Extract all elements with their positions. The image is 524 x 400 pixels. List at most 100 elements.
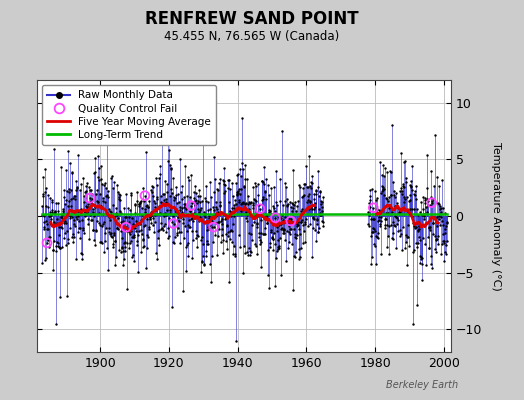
Point	[46, 195, 54, 201]
Point	[369, 204, 378, 211]
Point	[397, 150, 405, 156]
Point	[265, 209, 273, 216]
Point	[179, 235, 188, 242]
Point	[274, 237, 282, 243]
Point	[148, 212, 157, 218]
Point	[403, 234, 411, 240]
Point	[426, 224, 434, 230]
Point	[54, 244, 63, 251]
Point	[145, 197, 153, 204]
Point	[155, 175, 163, 182]
Point	[276, 176, 285, 182]
Point	[316, 188, 324, 195]
Point	[228, 180, 237, 187]
Point	[110, 232, 118, 238]
Point	[56, 244, 64, 251]
Point	[372, 233, 380, 240]
Point	[185, 208, 194, 214]
Point	[163, 181, 171, 187]
Point	[194, 233, 202, 240]
Point	[413, 244, 421, 250]
Point	[254, 213, 263, 219]
Point	[58, 215, 67, 222]
Point	[174, 199, 183, 206]
Point	[388, 209, 396, 216]
Point	[238, 200, 246, 206]
Point	[181, 268, 190, 274]
Point	[79, 175, 87, 181]
Point	[256, 217, 265, 224]
Point	[384, 232, 392, 239]
Point	[74, 208, 83, 214]
Point	[288, 200, 297, 206]
Point	[128, 234, 136, 240]
Point	[40, 226, 49, 232]
Point	[67, 202, 75, 209]
Point	[257, 238, 265, 245]
Point	[199, 252, 207, 259]
Point	[220, 190, 228, 196]
Point	[62, 220, 70, 226]
Point	[170, 194, 178, 200]
Point	[441, 249, 449, 256]
Point	[134, 232, 142, 238]
Point	[250, 212, 259, 218]
Point	[251, 241, 259, 248]
Point	[65, 186, 73, 192]
Point	[89, 227, 97, 233]
Point	[265, 285, 274, 291]
Point	[245, 206, 253, 212]
Point	[398, 187, 406, 194]
Point	[419, 211, 428, 218]
Point	[73, 208, 82, 214]
Point	[378, 183, 387, 190]
Point	[377, 217, 386, 224]
Point	[234, 186, 243, 192]
Point	[106, 217, 114, 224]
Point	[177, 189, 185, 196]
Point	[94, 199, 102, 205]
Point	[67, 196, 75, 202]
Point	[409, 320, 417, 327]
Point	[407, 184, 416, 190]
Point	[402, 239, 411, 246]
Point	[370, 241, 378, 248]
Point	[69, 231, 78, 238]
Point	[44, 226, 52, 232]
Point	[315, 192, 323, 199]
Point	[201, 248, 210, 254]
Point	[113, 225, 121, 231]
Point	[45, 213, 53, 219]
Point	[399, 224, 407, 230]
Point	[257, 264, 265, 270]
Point	[112, 210, 120, 216]
Point	[191, 202, 199, 208]
Point	[287, 226, 296, 232]
Point	[61, 201, 69, 208]
Point	[442, 220, 451, 227]
Point	[301, 180, 309, 187]
Point	[136, 221, 144, 228]
Point	[85, 236, 94, 242]
Point	[432, 237, 440, 243]
Point	[436, 206, 444, 212]
Point	[417, 256, 425, 262]
Point	[203, 241, 212, 247]
Point	[215, 199, 224, 206]
Point	[423, 152, 432, 158]
Point	[307, 184, 315, 191]
Point	[301, 239, 309, 245]
Point	[187, 172, 195, 178]
Point	[176, 207, 184, 213]
Point	[169, 220, 178, 227]
Point	[393, 215, 401, 221]
Point	[211, 213, 220, 220]
Point	[157, 225, 166, 232]
Point	[394, 220, 402, 227]
Point	[376, 159, 384, 165]
Point	[254, 181, 262, 187]
Point	[414, 228, 423, 234]
Point	[270, 184, 278, 190]
Point	[305, 190, 313, 197]
Point	[177, 196, 185, 202]
